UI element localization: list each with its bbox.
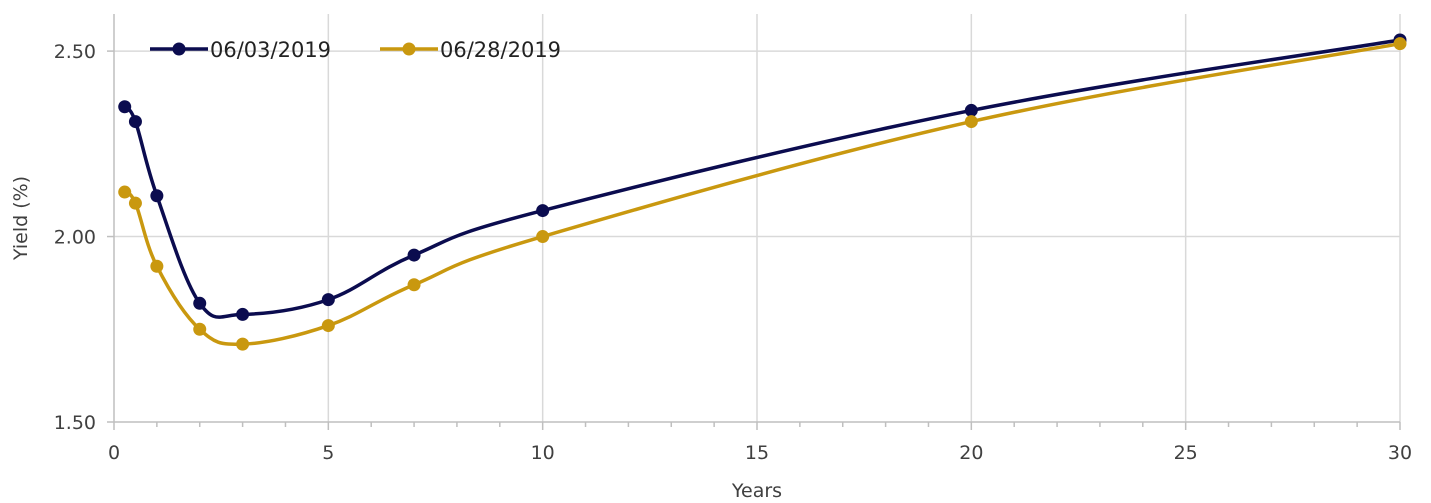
data-point: [150, 189, 164, 203]
data-point: [118, 185, 132, 199]
data-point: [536, 204, 550, 218]
x-tick-label: 10: [531, 442, 555, 464]
data-point: [193, 322, 207, 336]
series-2: [118, 37, 1407, 351]
data-point: [536, 230, 550, 244]
data-point: [407, 278, 421, 292]
legend-item-2: 06/28/2019: [380, 38, 561, 62]
x-tick-label: 5: [322, 442, 334, 464]
series-line: [123, 41, 1401, 346]
data-point: [1393, 37, 1407, 51]
y-tick-label: 2.50: [54, 41, 96, 63]
series-line: [123, 38, 1401, 319]
grid-layer: [114, 14, 1401, 422]
x-axis-title: Years: [731, 480, 782, 502]
y-tick-label: 1.50: [54, 412, 96, 434]
tick-label-layer: 1.50 2.00 2.50 0 5 10 15 20 25 30: [54, 41, 1412, 464]
data-point: [128, 115, 142, 129]
x-tick-label: 15: [745, 442, 769, 464]
legend-marker: [172, 42, 186, 56]
data-point: [964, 115, 978, 129]
legend: 06/03/2019 06/28/2019: [150, 38, 561, 62]
data-point: [407, 248, 421, 262]
data-point: [321, 319, 335, 333]
y-axis-title: Yield (%): [10, 176, 32, 261]
data-point: [236, 307, 250, 321]
y-tick-label: 2.00: [54, 227, 96, 249]
data-point: [236, 337, 250, 351]
data-point: [193, 296, 207, 310]
legend-item-1: 06/03/2019: [150, 38, 331, 62]
x-tick-label: 0: [108, 442, 120, 464]
legend-label: 06/28/2019: [440, 38, 561, 62]
data-point: [128, 196, 142, 210]
legend-label: 06/03/2019: [210, 38, 331, 62]
data-point: [964, 103, 978, 117]
x-tick-label: 30: [1388, 442, 1412, 464]
data-point: [321, 293, 335, 307]
x-tick-label: 20: [959, 442, 983, 464]
x-tick-label: 25: [1174, 442, 1198, 464]
legend-marker: [402, 42, 416, 56]
series-layer: [118, 33, 1407, 351]
data-point: [150, 259, 164, 273]
data-point: [118, 100, 132, 114]
axis-layer: [107, 14, 1401, 430]
